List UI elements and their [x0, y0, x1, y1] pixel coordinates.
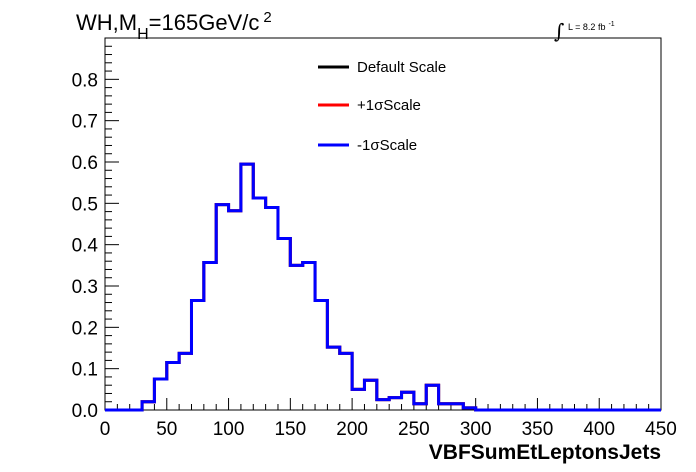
- lumi-text: L = 8.2 fb: [568, 22, 605, 32]
- x-tick-label: 50: [156, 419, 177, 440]
- series-layer: [105, 162, 661, 412]
- title-middle: =165GeV/c: [149, 10, 260, 35]
- series-line-2: [105, 162, 661, 412]
- legend-label: -1σScale: [357, 137, 417, 154]
- title-prefix: WH,M: [76, 10, 137, 35]
- legend: Default Scale +1σScale -1σScale: [318, 59, 446, 154]
- x-tick-label: 250: [398, 419, 430, 440]
- x-axis-label: VBFSumEtLeptonsJets: [429, 441, 661, 464]
- lumi-superscript: -1: [608, 21, 614, 28]
- x-tick-label: 450: [645, 419, 677, 440]
- y-tick-label: 0.4: [72, 236, 99, 257]
- x-tick-label: 150: [274, 419, 306, 440]
- y-tick-label: 0.0: [72, 401, 98, 422]
- y-tick-label: 0.3: [72, 277, 98, 298]
- x-tick-label: 350: [522, 419, 554, 440]
- legend-label: +1σScale: [357, 97, 421, 114]
- lumi-integral: ∫: [554, 19, 564, 43]
- plot-frame: [104, 37, 662, 411]
- chart-title: WH,MH=165GeV/c 2: [76, 9, 272, 43]
- legend-label: Default Scale: [357, 59, 446, 76]
- y-tick-label: 0.5: [72, 194, 98, 215]
- y-tick-label: 0.7: [72, 112, 98, 133]
- axes: 0 50 100 150 200 250 300 350 400 450 0.0 0.1 0.2 0.3 0…: [72, 37, 677, 440]
- y-tick-label: 0.8: [72, 70, 98, 91]
- y-tick-label: 0.6: [72, 153, 98, 174]
- x-tick-label: 400: [583, 419, 615, 440]
- x-tick-label: 200: [336, 419, 368, 440]
- y-tick-label: 0.1: [72, 360, 98, 381]
- x-tick-label: 100: [213, 419, 245, 440]
- x-tick-label: 0: [100, 419, 111, 440]
- title-superscript: 2: [263, 9, 271, 26]
- lumi-label: L = 8.2 fb -1: [568, 21, 615, 32]
- title-subscript: H: [137, 26, 149, 43]
- x-tick-label: 300: [460, 419, 492, 440]
- y-tick-label: 0.2: [72, 318, 98, 339]
